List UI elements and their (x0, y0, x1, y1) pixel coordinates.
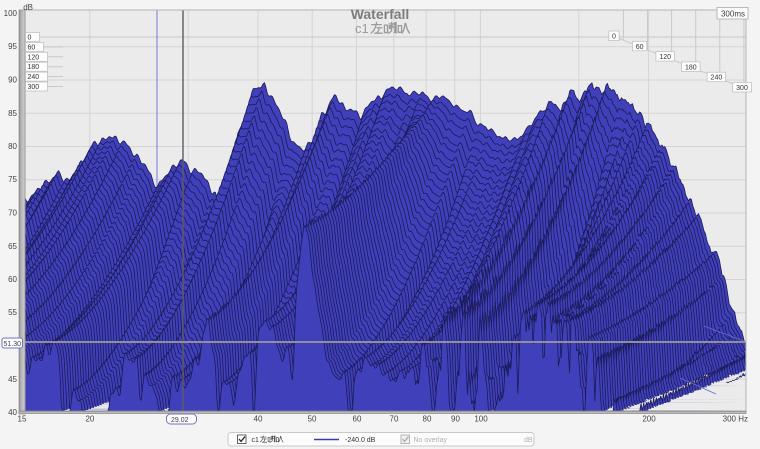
svg-text:45: 45 (8, 375, 17, 384)
svg-text:55: 55 (8, 308, 17, 317)
svg-text:40: 40 (254, 415, 263, 424)
svg-text:180: 180 (28, 64, 40, 71)
svg-text:20: 20 (85, 415, 94, 424)
svg-text:60: 60 (8, 275, 17, 284)
svg-text:300: 300 (736, 85, 748, 92)
svg-text:65: 65 (8, 242, 17, 251)
svg-text:70: 70 (390, 415, 399, 424)
svg-text:80: 80 (423, 415, 432, 424)
svg-text:180: 180 (685, 64, 697, 71)
svg-text:90: 90 (8, 76, 17, 85)
svg-text:dB: dB (23, 3, 33, 12)
svg-text:60: 60 (28, 44, 36, 51)
svg-text:300: 300 (28, 84, 40, 91)
svg-text:95: 95 (8, 42, 17, 51)
svg-text:120: 120 (28, 54, 40, 61)
svg-text:0: 0 (612, 34, 616, 41)
svg-text:90: 90 (451, 415, 460, 424)
svg-text:c1: c1 (252, 437, 260, 444)
svg-text:120: 120 (659, 54, 671, 61)
svg-text:80: 80 (8, 142, 17, 151)
svg-text:85: 85 (8, 109, 17, 118)
svg-text:c1: c1 (355, 21, 369, 36)
svg-text:240: 240 (711, 75, 723, 82)
svg-text:0: 0 (28, 35, 32, 42)
svg-text:51.30: 51.30 (4, 341, 22, 348)
svg-text:240: 240 (28, 74, 40, 81)
svg-text:60: 60 (636, 44, 644, 51)
svg-text:-240.0 dB: -240.0 dB (345, 437, 376, 444)
svg-text:300ms: 300ms (721, 10, 745, 19)
svg-text:40: 40 (8, 408, 17, 417)
svg-text:15: 15 (18, 415, 27, 424)
svg-text:70: 70 (8, 209, 17, 218)
svg-text:300 Hz: 300 Hz (723, 415, 748, 424)
svg-text:dB: dB (524, 437, 533, 444)
svg-text:75: 75 (8, 175, 17, 184)
svg-text:Waterfall: Waterfall (351, 6, 410, 22)
svg-text:50: 50 (308, 415, 317, 424)
svg-text:60: 60 (353, 415, 362, 424)
svg-text:100: 100 (4, 9, 18, 18)
svg-text:100: 100 (474, 415, 488, 424)
svg-text:200: 200 (642, 415, 656, 424)
svg-text:No overlay: No overlay (414, 437, 448, 444)
svg-text:29.02: 29.02 (171, 417, 189, 424)
